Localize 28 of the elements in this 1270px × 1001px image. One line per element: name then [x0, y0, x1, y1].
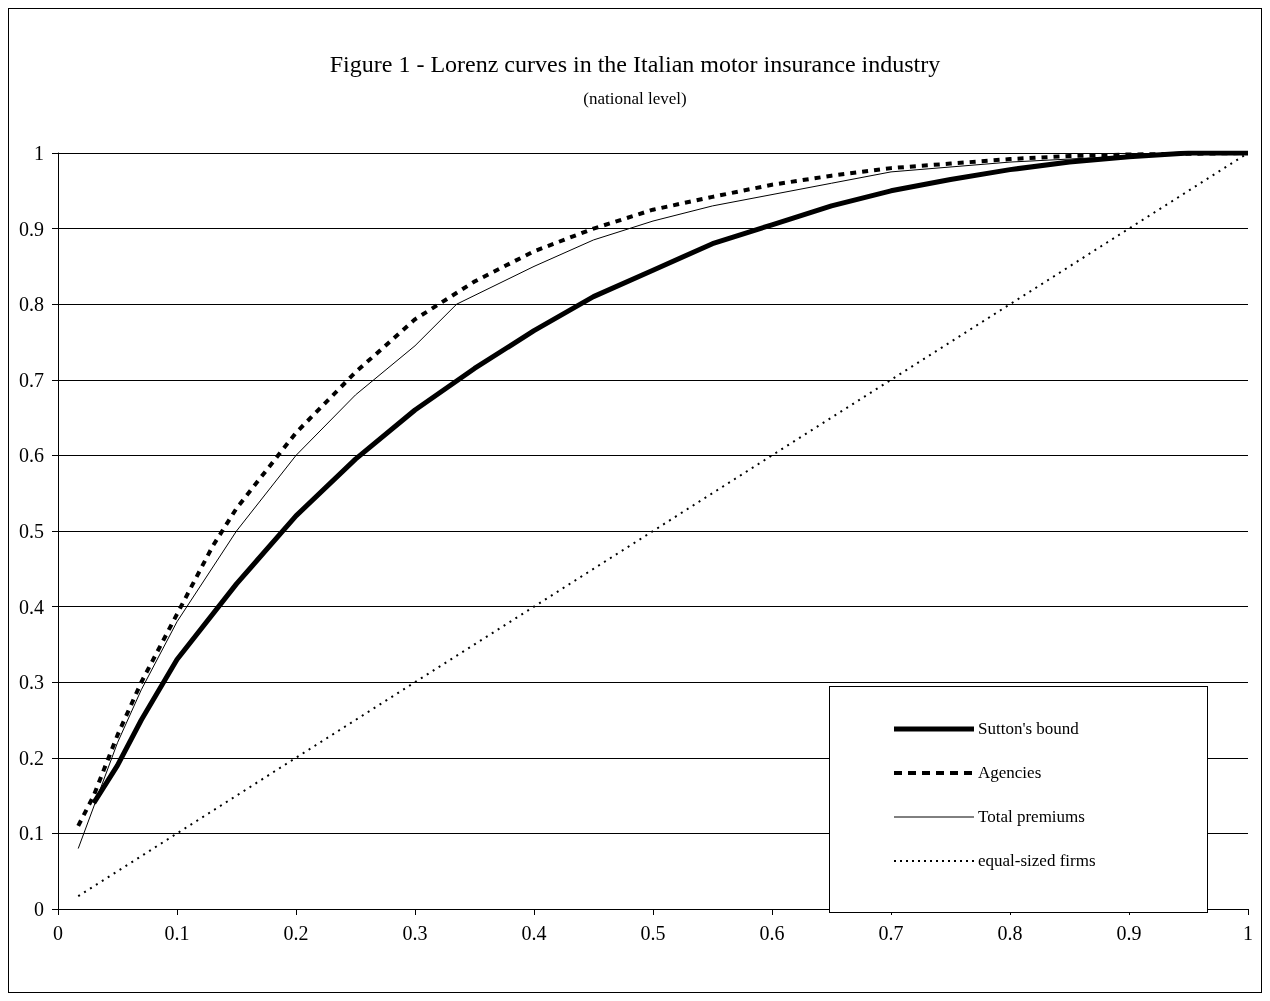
legend-label: Agencies: [978, 763, 1042, 783]
x-tick-label: 0.5: [640, 922, 666, 944]
y-tick-label: 0.6: [19, 444, 44, 467]
x-tick-label: 0.1: [164, 922, 190, 944]
y-tick-label: 0.4: [19, 595, 44, 618]
y-tick-label: 0.1: [19, 822, 44, 845]
x-tick-label: 0.8: [997, 922, 1023, 944]
x-tick-label: 1: [1243, 922, 1253, 944]
y-tick-label: 0.7: [19, 368, 44, 391]
x-tick-label: 0.9: [1116, 922, 1142, 944]
x-tick-label: 0.3: [402, 922, 428, 944]
x-tick-label: 0: [53, 922, 63, 944]
x-tick-label: 0.6: [759, 922, 785, 944]
y-tick-label: 0.2: [19, 746, 44, 769]
y-tick-label: 1: [34, 142, 44, 164]
legend-label: Sutton's bound: [978, 719, 1079, 739]
chart-title: Figure 1 - Lorenz curves in the Italian motor insurance industry: [329, 51, 941, 77]
y-tick-label: 0.8: [19, 293, 44, 316]
x-tick-label: 0.2: [283, 922, 309, 944]
y-tick-label: 0.3: [19, 671, 44, 694]
legend-label: Total premiums: [978, 807, 1085, 827]
y-tick-label: 0: [34, 898, 44, 920]
chart-subtitle: (national level): [583, 89, 687, 108]
x-tick-label: 0.4: [521, 922, 547, 944]
legend-label: equal-sized firms: [978, 851, 1096, 871]
x-tick-label: 0.7: [878, 922, 904, 944]
y-tick-label: 0.9: [19, 217, 44, 240]
y-tick-label: 0.5: [19, 520, 44, 542]
